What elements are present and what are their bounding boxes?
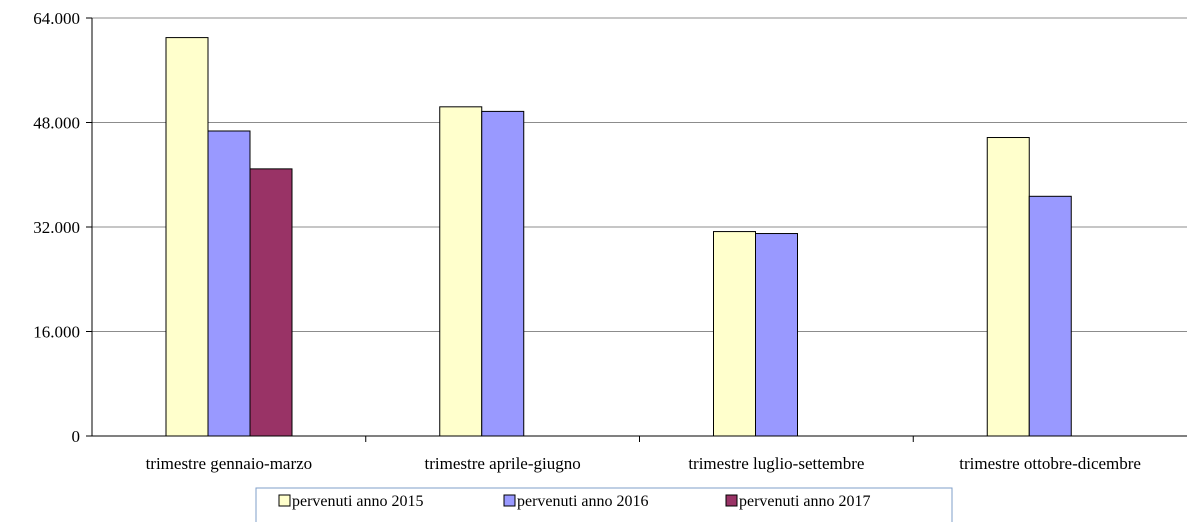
bar-pervenuti-anno-2015-3 — [986, 137, 1030, 437]
legend-entry: pervenuti anno 2016 — [517, 493, 649, 510]
legend-box — [255, 487, 953, 522]
bar-pervenuti-anno-2015-2 — [713, 231, 756, 437]
bar-pervenuti-anno-2016-0 — [207, 130, 251, 437]
bar-pervenuti-anno-2016-3 — [1028, 195, 1072, 437]
x-tick-label: trimestre aprile-giugno — [424, 454, 580, 473]
bar-pervenuti-anno-2016-1 — [481, 110, 525, 437]
legend-entry: pervenuti anno 2015 — [292, 493, 424, 510]
legend: pervenuti anno 2015 pervenuti anno 2016 pe… — [255, 487, 953, 522]
y-axis-ticks: 0 16.000 32.000 48.000 64.000 — [33, 9, 92, 446]
legend-swatch — [278, 494, 291, 507]
y-tick-label: 64.000 — [33, 9, 80, 28]
legend-swatch — [503, 494, 516, 507]
bar-pervenuti-anno-2015-1 — [439, 106, 483, 437]
y-tick-label: 32.000 — [33, 218, 80, 237]
legend-swatch — [725, 494, 738, 507]
y-tick-label: 16.000 — [33, 323, 80, 342]
x-tick-label: trimestre gennaio-marzo — [146, 454, 313, 473]
x-tick-label: trimestre ottobre-dicembre — [959, 454, 1141, 473]
x-axis-labels: trimestre gennaio-marzo trimestre aprile-… — [146, 454, 1141, 473]
bar-pervenuti-anno-2015-0 — [165, 37, 209, 437]
y-tick-label: 0 — [72, 427, 81, 446]
x-tick-label: trimestre luglio-settembre — [688, 454, 864, 473]
bar-pervenuti-anno-2016-2 — [755, 233, 798, 437]
legend-entry: pervenuti anno 2017 — [739, 493, 871, 510]
bars — [165, 37, 1072, 437]
bar-pervenuti-anno-2017-0 — [249, 168, 293, 437]
y-tick-label: 48.000 — [33, 114, 80, 133]
